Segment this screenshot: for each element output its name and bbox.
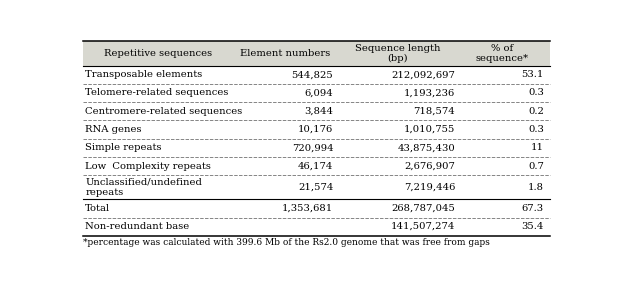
Text: 43,875,430: 43,875,430	[397, 143, 455, 152]
Text: Unclassified/undefined
repeats: Unclassified/undefined repeats	[85, 177, 202, 197]
Text: 0.3: 0.3	[528, 125, 544, 134]
Text: 0.3: 0.3	[528, 88, 544, 97]
Text: Telomere-related sequences: Telomere-related sequences	[85, 88, 229, 97]
Text: Total: Total	[85, 204, 110, 213]
Text: 35.4: 35.4	[521, 222, 544, 231]
Text: 0.2: 0.2	[528, 107, 544, 116]
Text: 718,574: 718,574	[413, 107, 455, 116]
Text: Repetitive sequences: Repetitive sequences	[104, 49, 212, 58]
Text: 53.1: 53.1	[521, 70, 544, 79]
Text: 1.8: 1.8	[528, 183, 544, 192]
Text: Sequence length
(bp): Sequence length (bp)	[355, 44, 440, 63]
Text: 46,174: 46,174	[298, 162, 333, 171]
Text: Simple repeats: Simple repeats	[85, 143, 162, 152]
Text: 1,193,236: 1,193,236	[404, 88, 455, 97]
Text: 212,092,697: 212,092,697	[391, 70, 455, 79]
Text: 1,010,755: 1,010,755	[404, 125, 455, 134]
Text: 10,176: 10,176	[298, 125, 333, 134]
Text: 21,574: 21,574	[298, 183, 333, 192]
Text: Transposable elements: Transposable elements	[85, 70, 202, 79]
Text: % of
sequence*: % of sequence*	[476, 44, 529, 63]
Text: Low  Complexity repeats: Low Complexity repeats	[85, 162, 211, 171]
Text: *percentage was calculated with 399.6 Mb of the Rs2.0 genome that was free from : *percentage was calculated with 399.6 Mb…	[83, 238, 490, 247]
Text: 2,676,907: 2,676,907	[405, 162, 455, 171]
Text: 67.3: 67.3	[522, 204, 544, 213]
Text: Centromere-related sequences: Centromere-related sequences	[85, 107, 242, 116]
Text: 7,219,446: 7,219,446	[404, 183, 455, 192]
Text: Non-redundant base: Non-redundant base	[85, 222, 189, 231]
Text: 268,787,045: 268,787,045	[391, 204, 455, 213]
FancyBboxPatch shape	[83, 41, 550, 66]
Text: 0.7: 0.7	[528, 162, 544, 171]
Text: Element numbers: Element numbers	[240, 49, 330, 58]
Text: 6,094: 6,094	[305, 88, 333, 97]
Text: 720,994: 720,994	[292, 143, 333, 152]
Text: 11: 11	[531, 143, 544, 152]
Text: 3,844: 3,844	[304, 107, 333, 116]
Text: 1,353,681: 1,353,681	[282, 204, 333, 213]
Text: 141,507,274: 141,507,274	[391, 222, 455, 231]
Text: 544,825: 544,825	[292, 70, 333, 79]
Text: RNA genes: RNA genes	[85, 125, 142, 134]
